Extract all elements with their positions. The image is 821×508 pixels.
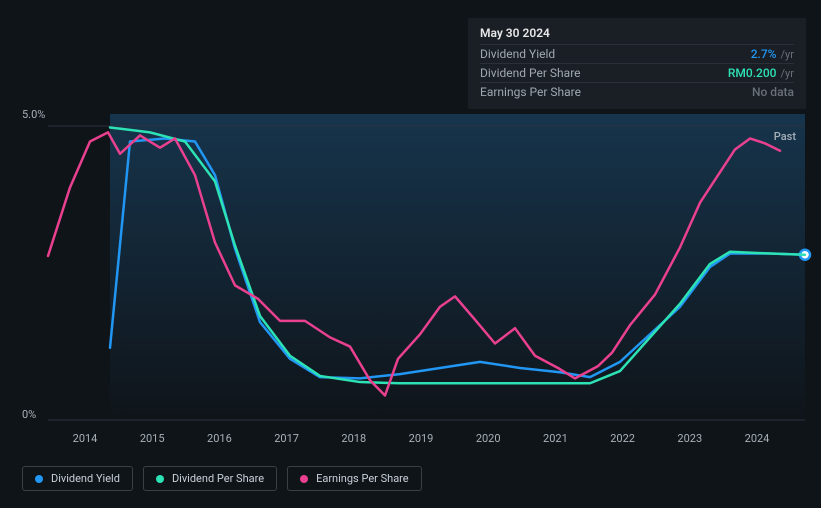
y-axis-min-label: 0% xyxy=(22,408,36,421)
chart-legend: Dividend Yield Dividend Per Share Earnings… xyxy=(22,466,422,491)
x-axis-label: 2020 xyxy=(476,432,501,445)
tooltip-row: Earnings Per Share No data xyxy=(480,82,794,101)
legend-dot-icon xyxy=(156,475,164,483)
tooltip-row-label: Earnings Per Share xyxy=(480,85,581,99)
x-axis-label: 2019 xyxy=(409,432,434,445)
legend-label: Earnings Per Share xyxy=(316,472,409,485)
tooltip-row-value: 2.7% xyxy=(751,47,777,61)
x-axis-label: 2024 xyxy=(745,432,770,445)
legend-item[interactable]: Dividend Yield xyxy=(22,466,133,491)
legend-dot-icon xyxy=(300,475,308,483)
x-axis-label: 2018 xyxy=(341,432,366,445)
x-axis-label: 2016 xyxy=(207,432,232,445)
legend-label: Dividend Yield xyxy=(51,472,120,485)
legend-item[interactable]: Earnings Per Share xyxy=(287,466,422,491)
legend-dot-icon xyxy=(35,475,43,483)
x-axis-label: 2014 xyxy=(73,432,98,445)
tooltip-date: May 30 2024 xyxy=(480,26,794,44)
tooltip-row-value: No data xyxy=(752,85,794,99)
tooltip-row-value: RM0.200 xyxy=(728,66,777,80)
past-label: Past xyxy=(774,130,796,143)
x-axis-label: 2017 xyxy=(274,432,299,445)
y-axis-max-label: 5.0% xyxy=(22,108,45,121)
tooltip-row-label: Dividend Yield xyxy=(480,47,555,61)
legend-item[interactable]: Dividend Per Share xyxy=(143,466,277,491)
dividend-chart: May 30 2024 Dividend Yield2.7%/yrDividen… xyxy=(0,0,821,508)
tooltip-row: Dividend Per ShareRM0.200/yr xyxy=(480,63,794,82)
x-axis-label: 2023 xyxy=(677,432,702,445)
tooltip-row-label: Dividend Per Share xyxy=(480,66,581,80)
tooltip-row: Dividend Yield2.7%/yr xyxy=(480,44,794,63)
x-axis-label: 2015 xyxy=(140,432,165,445)
x-axis-label: 2021 xyxy=(543,432,568,445)
chart-tooltip: May 30 2024 Dividend Yield2.7%/yrDividen… xyxy=(468,18,806,109)
x-axis-label: 2022 xyxy=(610,432,635,445)
legend-label: Dividend Per Share xyxy=(172,472,264,485)
